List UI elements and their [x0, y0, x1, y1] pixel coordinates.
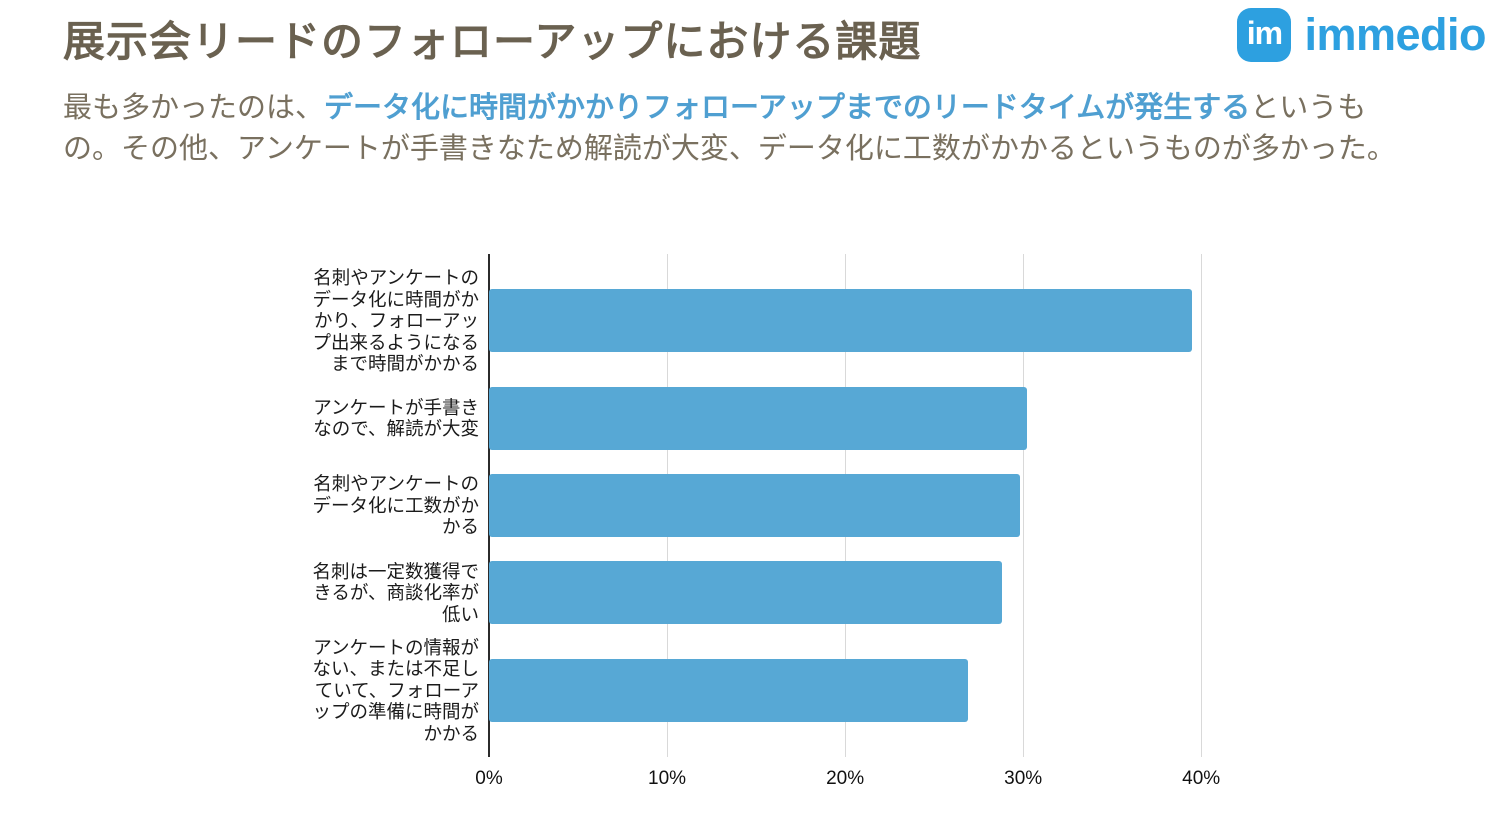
category-label: アンケートが手書き なので、解読が大変: [313, 396, 479, 440]
x-tick-label: 10%: [648, 768, 687, 789]
page-title: 展示会リードのフォローアップにおける課題: [63, 18, 922, 65]
x-tick-label: 20%: [826, 768, 865, 789]
bar-area: [489, 386, 1219, 450]
x-gridline: [1023, 254, 1025, 757]
bar-area: [489, 289, 1219, 353]
summary-suffix: というも の。その他、アンケートが手書きなため解読が大変、データ化に工数がかかる…: [63, 92, 1396, 165]
category-label: 名刺やアンケートの データ化に工数がか かる: [312, 473, 479, 538]
chart-row: 名刺は一定数獲得で きるが、商談化率が 低い: [296, 549, 1219, 636]
bar: [489, 289, 1193, 353]
immedio-logo: im immedio: [1237, 8, 1486, 62]
category-label: 名刺やアンケートの データ化に時間がか かり、フォローアッ プ出来るようになる …: [312, 267, 479, 374]
x-tick-label: 0%: [475, 768, 503, 789]
immedio-logo-icon-letters: im: [1246, 14, 1283, 51]
immedio-logo-wordmark: immedio: [1304, 9, 1486, 60]
bar-chart: 名刺やアンケートの データ化に時間がか かり、フォローアッ プ出来るようになる …: [296, 254, 1236, 814]
x-axis: 0% 10% 20% 30% 40%: [296, 254, 1236, 814]
bar: [489, 473, 1020, 537]
x-tick-label: 30%: [1004, 768, 1043, 789]
category-label: アンケートの情報が ない、または不足し ていて、フォローア ップの準備に時間が …: [312, 636, 479, 744]
summary-highlight: データ化に時間がかかりフォローアップまでのリードタイムが発生する: [324, 92, 1251, 124]
bar-area: [489, 561, 1219, 625]
x-gridline: [1201, 254, 1203, 757]
immedio-logo-icon: im: [1237, 8, 1292, 62]
bar-area: [489, 658, 1219, 722]
bar: [489, 386, 1027, 450]
x-tick-label: 40%: [1182, 768, 1221, 789]
chart-row: 名刺やアンケートの データ化に工数がか かる: [296, 462, 1219, 549]
chart-rows: 名刺やアンケートの データ化に時間がか かり、フォローアッ プ出来るようになる …: [296, 254, 1219, 757]
chart-row: アンケートが手書き なので、解読が大変: [296, 375, 1219, 462]
bar: [489, 561, 1002, 625]
chart-row: アンケートの情報が ない、または不足し ていて、フォローア ップの準備に時間が …: [296, 637, 1219, 745]
summary-prefix: 最も多かったのは、: [63, 92, 325, 124]
summary-text: 最も多かったのは、データ化に時間がかかりフォローアップまでのリードタイムが発生す…: [63, 88, 1463, 170]
chart-row: 名刺やアンケートの データ化に時間がか かり、フォローアッ プ出来るようになる …: [296, 267, 1219, 375]
category-label: 名刺は一定数獲得で きるが、商談化率が 低い: [312, 560, 479, 625]
bar: [489, 658, 968, 722]
bar-area: [489, 473, 1219, 537]
